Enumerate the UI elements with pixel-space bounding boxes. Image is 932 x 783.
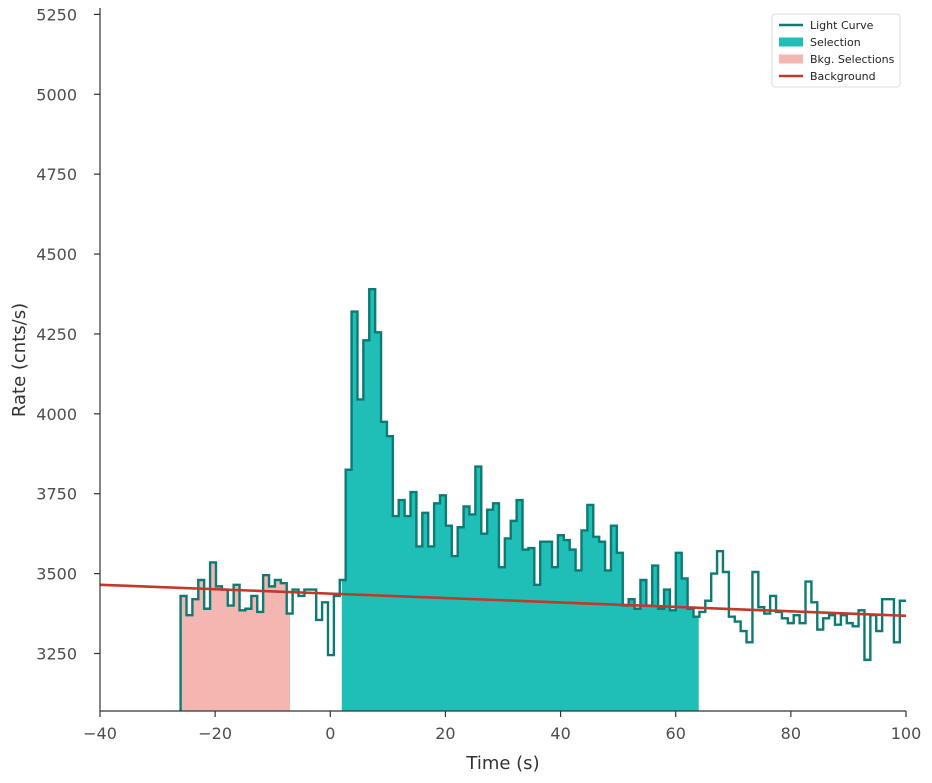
y-axis-title: Rate (cnts/s) [9,303,30,417]
legend: Light Curve Selection Bkg. Selections Backg… [771,13,901,88]
legend-label: Light Curve [810,19,874,32]
x-tick-label: −20 [198,724,232,743]
x-axis-title: Time (s) [465,753,539,774]
x-tick-label: 20 [435,724,455,743]
light-curve-line [179,288,906,711]
legend-frame [771,13,901,88]
y-tick-label: 4500 [36,245,77,264]
x-tick-label: 40 [550,724,570,743]
x-ticks: −40 −20 0 20 40 60 80 100 [83,711,921,743]
y-ticks: 3250 3500 3750 4000 4250 4500 4750 5000 5250 [36,5,100,663]
background-line [100,583,906,618]
y-tick-label: 4000 [36,405,77,424]
legend-swatch-patch [779,54,803,64]
y-tick-label: 4750 [36,165,77,184]
x-tick-label: 80 [781,724,801,743]
y-tick-label: 3250 [36,644,77,663]
legend-label: Selection [810,36,861,49]
x-tick-label: 0 [325,724,335,743]
x-tick-label: 60 [666,724,686,743]
legend-label: Bkg. Selections [810,53,895,66]
x-tick-label: −40 [83,724,117,743]
y-tick-label: 5000 [36,85,77,104]
y-tick-label: 4250 [36,325,77,344]
legend-label: Background [810,70,876,83]
y-tick-label: 3750 [36,485,77,504]
x-tick-label: 100 [891,724,922,743]
plot-area [100,288,906,711]
legend-swatch-patch [779,37,803,47]
bkg-selection-area [180,562,290,711]
y-tick-label: 5250 [36,5,77,24]
y-tick-label: 3500 [36,565,77,584]
axes [99,8,906,712]
